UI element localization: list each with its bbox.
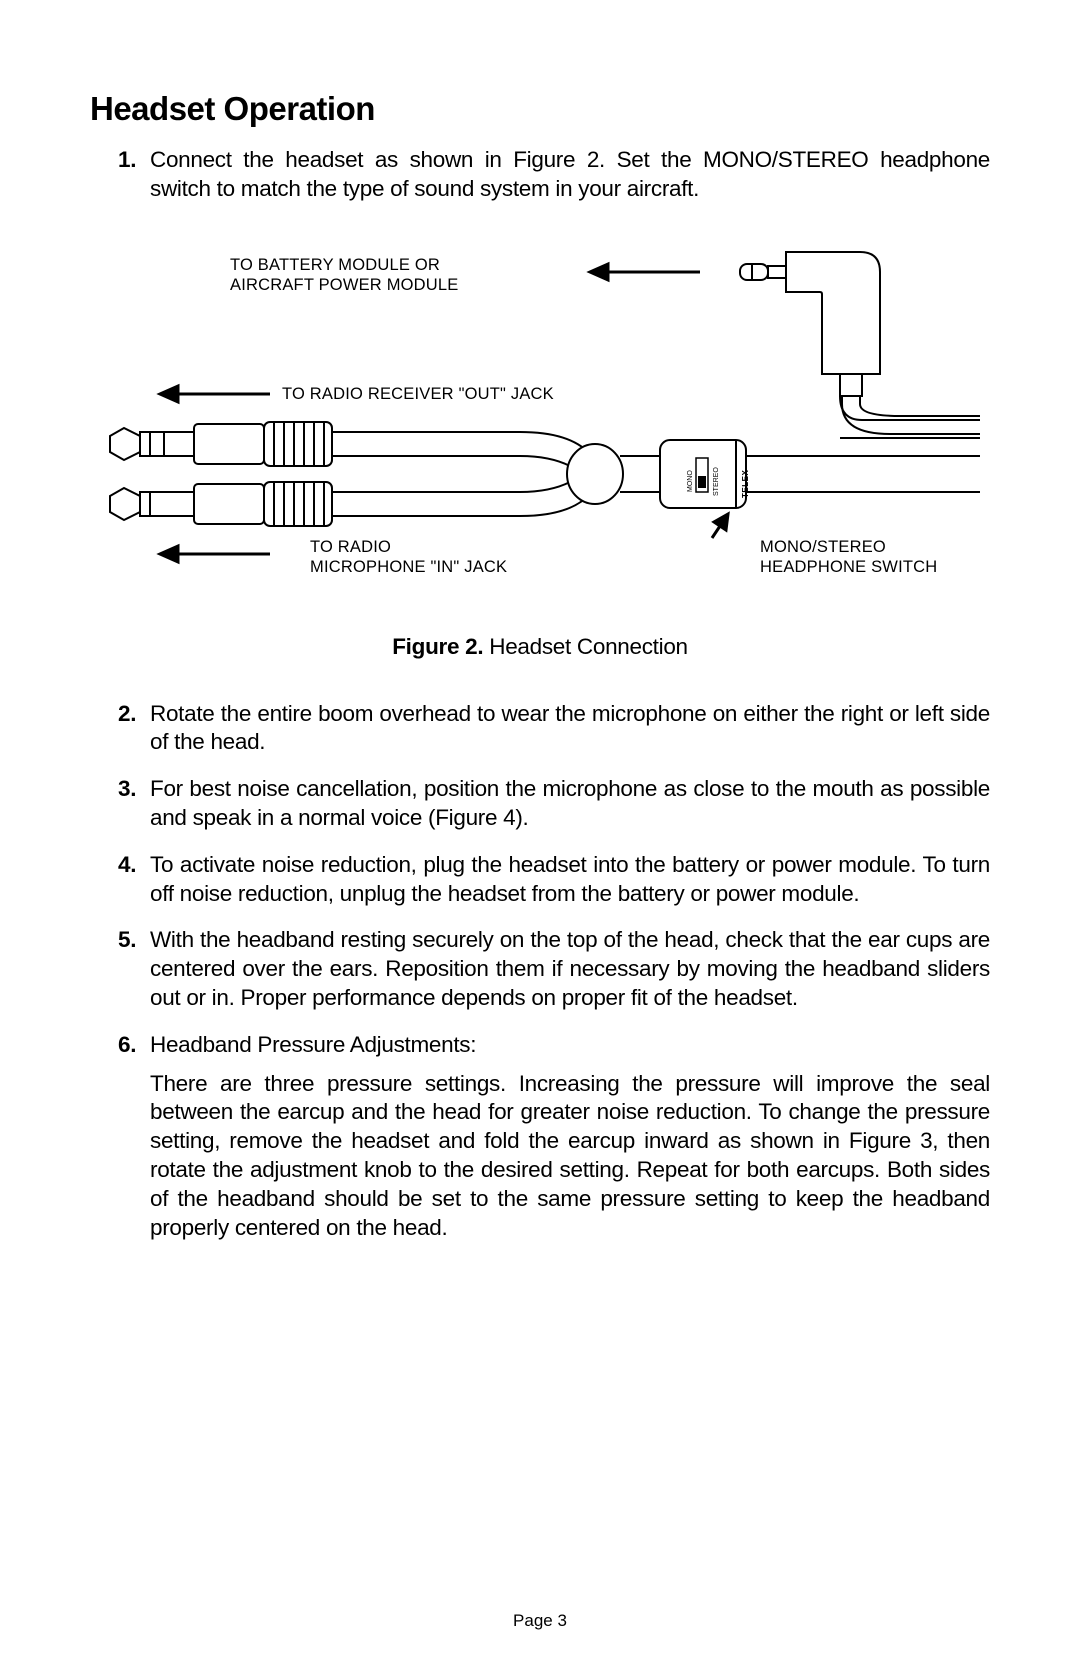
label-mono: MONO bbox=[687, 469, 694, 491]
step-number: 5. bbox=[118, 926, 136, 955]
figure-caption: Figure 2. Headset Connection bbox=[90, 634, 990, 660]
label-out-jack: TO RADIO RECEIVER "OUT" JACK bbox=[282, 385, 554, 403]
step-number: 1. bbox=[118, 146, 136, 175]
steps-list: 1. Connect the headset as shown in Figur… bbox=[90, 146, 990, 204]
mono-stereo-switch: MONO STEREO TELEX bbox=[660, 440, 750, 508]
arrow-battery bbox=[590, 264, 700, 280]
page-title: Headset Operation bbox=[90, 90, 990, 128]
step-text: To activate noise reduction, plug the he… bbox=[150, 852, 990, 906]
step-3: 3. For best noise cancellation, position… bbox=[118, 775, 990, 833]
label-switch-2: HEADPHONE SWITCH bbox=[760, 558, 937, 576]
right-angle-plug bbox=[740, 252, 980, 438]
label-in-jack-2: MICROPHONE "IN" JACK bbox=[310, 558, 507, 576]
page-number: Page 3 bbox=[0, 1611, 1080, 1631]
label-brand: TELEX bbox=[741, 469, 750, 497]
figure-caption-bold: Figure 2. bbox=[392, 634, 483, 659]
step-4: 4. To activate noise reduction, plug the… bbox=[118, 851, 990, 909]
step-number: 2. bbox=[118, 700, 136, 729]
document-page: Headset Operation 1. Connect the headset… bbox=[0, 0, 1080, 1669]
in-jack-plug bbox=[110, 482, 332, 526]
step-6: 6. Headband Pressure Adjustments: There … bbox=[118, 1031, 990, 1243]
arrow-switch bbox=[712, 514, 728, 538]
figure-caption-rest: Headset Connection bbox=[483, 634, 687, 659]
figure-2: TO BATTERY MODULE OR AIRCRAFT POWER MODU… bbox=[90, 244, 990, 660]
step-number: 4. bbox=[118, 851, 136, 880]
arrow-out-jack bbox=[160, 386, 270, 402]
step-text: For best noise cancellation, position th… bbox=[150, 776, 990, 830]
step-text: Headband Pressure Adjustments: bbox=[150, 1032, 476, 1057]
out-jack-plug bbox=[110, 422, 332, 466]
step-text: Rotate the entire boom overhead to wear … bbox=[150, 701, 990, 755]
step-6-subpara: There are three pressure settings. Incre… bbox=[150, 1070, 990, 1243]
step-text: With the headband resting securely on th… bbox=[150, 927, 990, 1010]
headset-connection-diagram: TO BATTERY MODULE OR AIRCRAFT POWER MODU… bbox=[100, 244, 980, 604]
arrow-in-jack bbox=[160, 546, 270, 562]
step-number: 3. bbox=[118, 775, 136, 804]
steps-list-continued: 2. Rotate the entire boom overhead to we… bbox=[90, 700, 990, 1243]
label-stereo: STEREO bbox=[713, 466, 720, 495]
label-battery-1: TO BATTERY MODULE OR bbox=[230, 256, 440, 274]
step-2: 2. Rotate the entire boom overhead to we… bbox=[118, 700, 990, 758]
label-switch-1: MONO/STEREO bbox=[760, 538, 886, 556]
label-battery-2: AIRCRAFT POWER MODULE bbox=[230, 276, 459, 294]
step-1: 1. Connect the headset as shown in Figur… bbox=[118, 146, 990, 204]
label-in-jack-1: TO RADIO bbox=[310, 538, 391, 556]
step-5: 5. With the headband resting securely on… bbox=[118, 926, 990, 1012]
step-number: 6. bbox=[118, 1031, 136, 1060]
step-text: Connect the headset as shown in Figure 2… bbox=[150, 147, 990, 201]
